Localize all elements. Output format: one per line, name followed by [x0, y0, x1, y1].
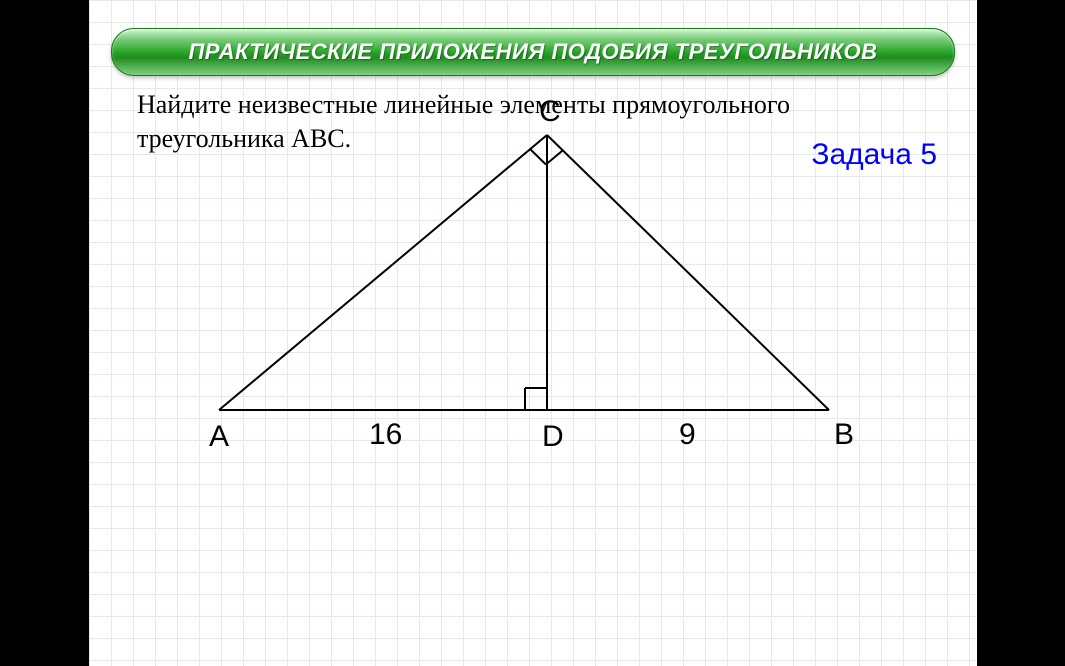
- diagram-label: 16: [369, 418, 402, 452]
- diagram-label: 9: [679, 418, 696, 452]
- geometry-diagram: [89, 0, 977, 666]
- diagram-label: A: [209, 420, 229, 454]
- diagram-label: C: [539, 95, 561, 129]
- diagram-label: D: [542, 420, 564, 454]
- slide: ПРАКТИЧЕСКИЕ ПРИЛОЖЕНИЯ ПОДОБИЯ ТРЕУГОЛЬ…: [89, 0, 977, 666]
- diagram-label: B: [834, 418, 854, 452]
